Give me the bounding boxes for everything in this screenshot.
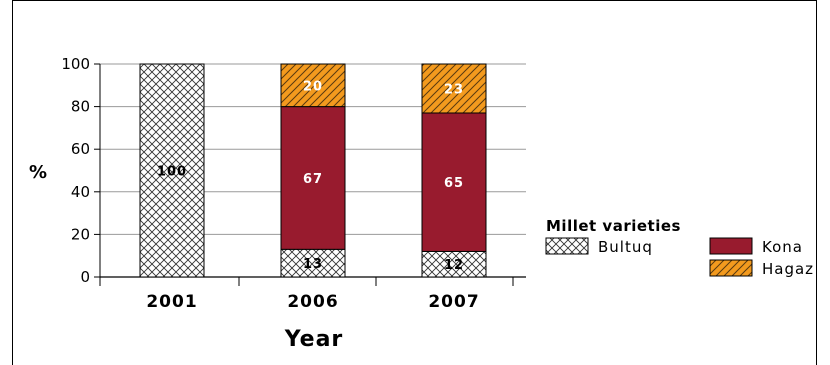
- y-tick-label: 20: [71, 225, 90, 243]
- legend-swatch-kona: [709, 237, 753, 255]
- x-tick-label: 2001: [146, 292, 197, 312]
- legend: Millet varieties Bultuq Kona Hagaz: [545, 217, 814, 278]
- legend-swatch-bultuq: [545, 237, 589, 255]
- y-tick-label: 100: [61, 55, 90, 73]
- x-tick-label: 2006: [287, 292, 338, 312]
- legend-swatch-hagaz: [709, 259, 753, 277]
- data-label: 12: [444, 258, 464, 273]
- x-axis-title: Year: [284, 327, 344, 352]
- legend-title: Millet varieties: [546, 217, 681, 235]
- legend-label-hagaz: Hagaz: [762, 260, 814, 278]
- bar-bultuq-2001: [139, 63, 205, 278]
- bar-bultuq-2007: [421, 250, 487, 278]
- bar-kona-2007: [421, 112, 487, 252]
- x-tick-label: 2007: [428, 292, 479, 312]
- data-label: 23: [444, 82, 464, 97]
- legend-label-kona: Kona: [762, 238, 803, 256]
- y-axis: 0 20 40 60 80 100: [61, 55, 101, 286]
- y-tick-label: 40: [71, 183, 90, 201]
- y-tick-label: 80: [71, 98, 90, 116]
- figure-frame: [12, 0, 817, 365]
- data-label: 67: [303, 172, 323, 187]
- legend-label-bultuq: Bultuq: [598, 238, 653, 256]
- bars: [139, 63, 487, 278]
- data-label: 100: [157, 165, 187, 180]
- data-labels: 100 13 67 20 12 65 23: [157, 79, 464, 273]
- y-tick-label: 0: [80, 268, 90, 286]
- y-axis-title: %: [29, 162, 47, 183]
- x-axis: 2001 2006 2007: [99, 276, 526, 312]
- y-tick-label: 60: [71, 140, 90, 158]
- data-label: 20: [303, 79, 323, 94]
- bar-hagaz-2007: [421, 63, 487, 114]
- bar-hagaz-2006: [280, 63, 346, 108]
- data-label: 65: [444, 176, 464, 191]
- data-label: 13: [303, 257, 323, 272]
